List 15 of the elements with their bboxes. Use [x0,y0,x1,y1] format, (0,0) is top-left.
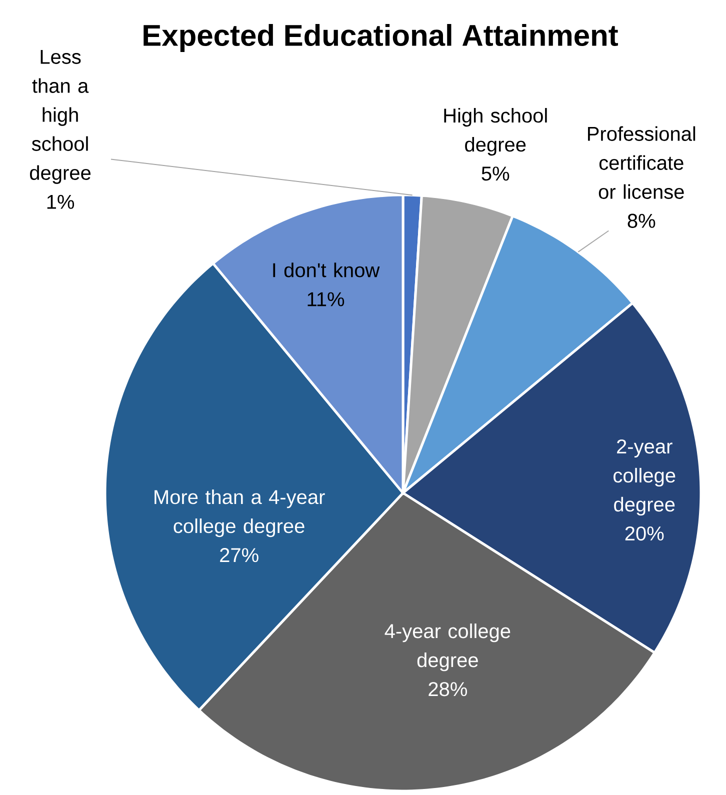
chart-title: Expected Educational Attainment [144,24,618,52]
slice-label: More than a 4-year college degree [154,489,325,538]
data-label: 8% [628,214,656,228]
data-label: 1% [47,194,74,209]
data-label: 20% [625,526,664,541]
data-label: 27% [220,548,258,562]
slice-label: High school degree [444,108,547,156]
data-label: 28% [428,682,467,696]
slice-label: Professional certificate or license [588,126,696,199]
data-label: 5% [482,166,510,181]
slice-label: I don't know [273,262,380,278]
data-label: 11% [308,292,344,306]
slice-label: 4-year college degree [384,624,510,672]
slice-label: 2-year college degree [614,439,676,516]
slice-label: Less than a high school degree [30,50,91,184]
